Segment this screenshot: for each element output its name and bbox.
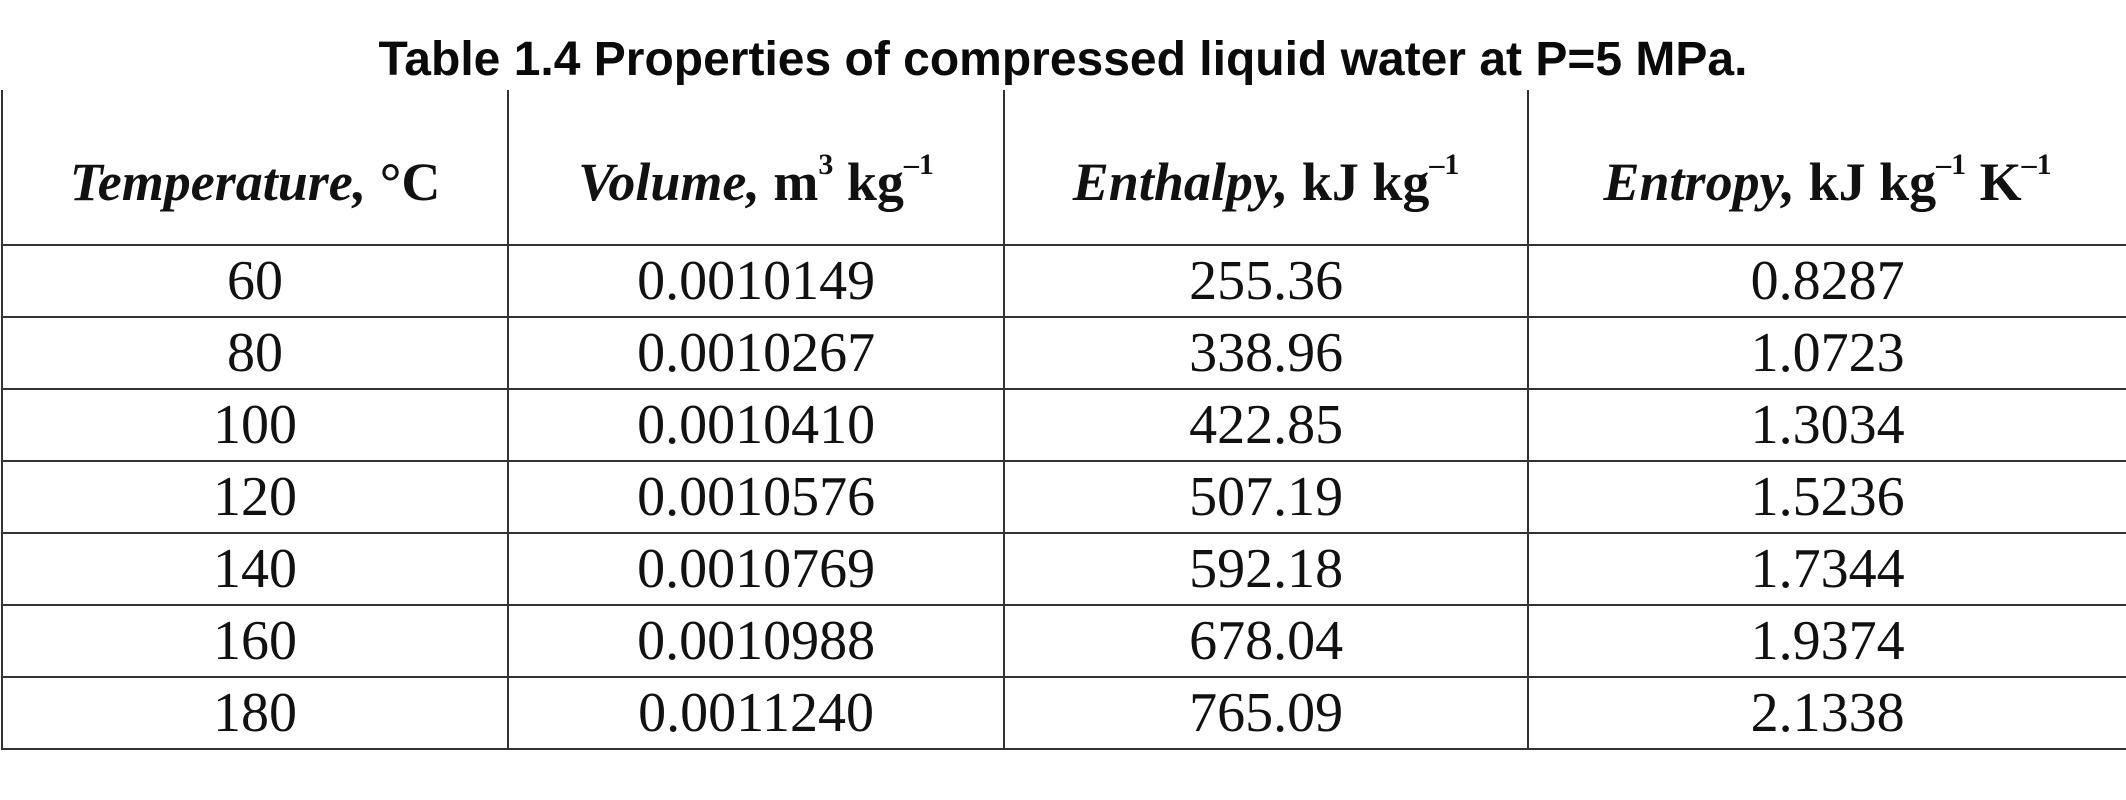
cell-temperature: 80 [0, 316, 510, 390]
cell-temperature: 160 [0, 604, 510, 678]
cell-enthalpy: 255.36 [1003, 244, 1530, 318]
header-enthalpy-unit: kJ kg [1301, 152, 1430, 212]
cell-volume: 0.0010769 [507, 532, 1006, 606]
cell-volume: 0.0010576 [507, 460, 1006, 534]
header-temperature: Temperature, °C [0, 90, 510, 246]
cell-enthalpy: 765.09 [1003, 676, 1530, 750]
cell-temperature: 120 [0, 460, 510, 534]
header-enthalpy-quantity: Enthalpy, [1072, 152, 1289, 212]
table-row: 100 0.0010410 422.85 1.3034 [0, 388, 2126, 462]
header-volume-quantity: Volume, [578, 152, 760, 212]
cell-entropy: 2.1338 [1527, 676, 2126, 750]
cell-enthalpy: 507.19 [1003, 460, 1530, 534]
cell-volume: 0.0010149 [507, 244, 1006, 318]
table-row: 60 0.0010149 255.36 0.8287 [0, 244, 2126, 318]
cell-enthalpy: 592.18 [1003, 532, 1530, 606]
cell-volume: 0.0010988 [507, 604, 1006, 678]
header-volume: Volume, m3 kg–1 [507, 90, 1006, 246]
header-entropy-unit-kelvin: K [1979, 152, 2022, 212]
cell-temperature: 100 [0, 388, 510, 462]
cell-volume: 0.0010267 [507, 316, 1006, 390]
table-caption: Table 1.4 Properties of compressed liqui… [378, 33, 1748, 86]
cell-entropy: 1.0723 [1527, 316, 2126, 390]
header-volume-unit: m [773, 152, 819, 212]
cell-entropy: 1.3034 [1527, 388, 2126, 462]
cell-enthalpy: 422.85 [1003, 388, 1530, 462]
table-row: 180 0.0011240 765.09 2.1338 [0, 676, 2126, 750]
cell-temperature: 60 [0, 244, 510, 318]
header-volume-exponent-cubed: 3 [818, 148, 834, 181]
header-volume-exponent-inverse: –1 [903, 148, 934, 181]
header-volume-unit-mass: kg [846, 152, 904, 212]
cell-enthalpy: 678.04 [1003, 604, 1530, 678]
cell-entropy: 1.7344 [1527, 532, 2126, 606]
cell-temperature: 140 [0, 532, 510, 606]
cell-entropy: 1.9374 [1527, 604, 2126, 678]
cell-volume: 0.0010410 [507, 388, 1006, 462]
cell-entropy: 0.8287 [1527, 244, 2126, 318]
cell-temperature: 180 [0, 676, 510, 750]
header-entropy-exponent-inverse-mass: –1 [1936, 148, 1967, 181]
properties-table-container: Temperature, °C Volume, m3 kg–1 Enthalpy… [0, 90, 2126, 750]
header-row: Temperature, °C Volume, m3 kg–1 Enthalpy… [0, 90, 2126, 246]
header-enthalpy-exponent-inverse: –1 [1429, 148, 1460, 181]
table-row: 80 0.0010267 338.96 1.0723 [0, 316, 2126, 390]
header-entropy-unit: kJ kg [1808, 152, 1937, 212]
table-row: 160 0.0010988 678.04 1.9374 [0, 604, 2126, 678]
cell-volume: 0.0011240 [507, 676, 1006, 750]
header-entropy-exponent-inverse-kelvin: –1 [2021, 148, 2052, 181]
table-row: 140 0.0010769 592.18 1.7344 [0, 532, 2126, 606]
table-row: 120 0.0010576 507.19 1.5236 [0, 460, 2126, 534]
cell-enthalpy: 338.96 [1003, 316, 1530, 390]
header-enthalpy: Enthalpy, kJ kg–1 [1003, 90, 1530, 246]
properties-table: Temperature, °C Volume, m3 kg–1 Enthalpy… [0, 90, 2126, 750]
header-temperature-unit: °C [379, 152, 441, 212]
header-entropy: Entropy, kJ kg–1 K–1 [1527, 90, 2126, 246]
header-entropy-quantity: Entropy, [1603, 152, 1796, 212]
cell-entropy: 1.5236 [1527, 460, 2126, 534]
header-temperature-quantity: Temperature, [69, 152, 367, 212]
